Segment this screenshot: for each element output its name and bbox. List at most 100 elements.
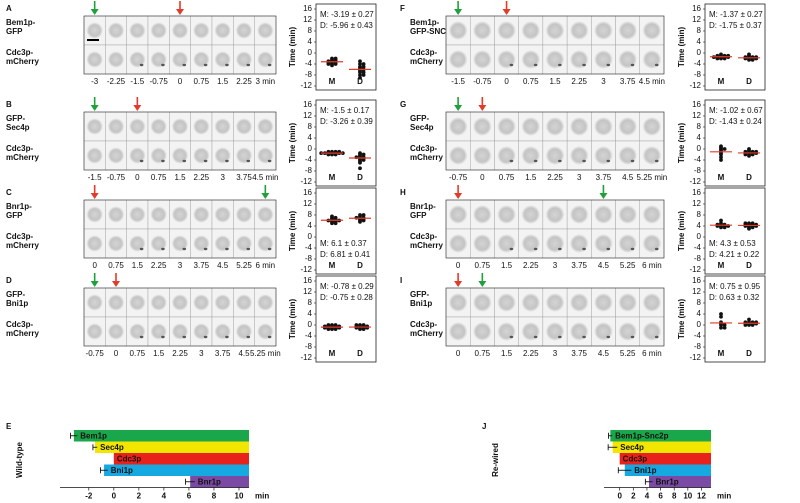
y-tick-label: -8 xyxy=(694,254,702,263)
cell xyxy=(497,205,516,224)
septin-signal xyxy=(182,247,187,251)
cell xyxy=(618,21,637,40)
data-point xyxy=(750,152,755,157)
y-tick-label: 0 xyxy=(697,232,702,241)
plot-frame xyxy=(704,3,766,91)
time-label: 3.75 xyxy=(215,349,231,358)
cell xyxy=(150,294,167,311)
cell xyxy=(473,234,492,253)
septin-signal xyxy=(161,335,165,339)
stats-label: M: -3.19 ± 0.27 xyxy=(320,10,374,19)
y-tick-label: 12 xyxy=(692,199,701,208)
stats-label: D: -3.26 ± 0.39 xyxy=(320,117,373,126)
data-point xyxy=(333,62,338,66)
time-label: 3 xyxy=(553,349,558,358)
x-tick-label: 2 xyxy=(137,492,142,501)
data-point xyxy=(358,75,362,80)
data-point xyxy=(743,56,748,61)
time-label: 3.75 xyxy=(596,173,612,182)
y-tick-label: -8 xyxy=(694,166,702,175)
stats-label: D: 0.63 ± 0.32 xyxy=(709,293,760,302)
cell xyxy=(618,117,637,136)
cell xyxy=(86,118,103,135)
bar-label: Bni1p xyxy=(111,466,133,475)
septin-signal xyxy=(630,63,635,67)
y-axis-label: Wild-type xyxy=(15,441,24,477)
y-axis-label: Time (min) xyxy=(288,123,297,164)
cell xyxy=(171,235,189,252)
y-tick-label: -12 xyxy=(689,81,701,90)
cell xyxy=(150,147,167,164)
x-category-label: D xyxy=(746,349,752,358)
channel-label: Cdc3p- xyxy=(410,320,437,329)
x-category-label: D xyxy=(357,261,363,270)
y-tick-label: 16 xyxy=(692,276,701,285)
time-label: 4.5 xyxy=(598,349,610,358)
time-label: 5.25 xyxy=(620,349,636,358)
cell xyxy=(129,118,146,135)
cell xyxy=(521,205,540,224)
cell xyxy=(642,205,662,224)
time-label: 2.25 xyxy=(547,173,563,182)
stats-label: M: 4.3 ± 0.53 xyxy=(709,239,756,248)
cell xyxy=(642,293,662,312)
plot-frame xyxy=(704,275,766,363)
cell xyxy=(107,147,125,164)
cell xyxy=(497,234,516,253)
bar xyxy=(619,453,711,465)
y-tick-label: -8 xyxy=(305,254,313,263)
time-label: -1.5 xyxy=(451,77,465,86)
time-label: 0 xyxy=(114,349,119,358)
y-tick-label: 0 xyxy=(308,320,313,329)
data-point xyxy=(719,325,723,330)
data-point xyxy=(722,325,727,330)
septin-signal xyxy=(654,63,659,67)
cell xyxy=(570,322,589,341)
channel-label: mCherry xyxy=(6,57,39,66)
septin-signal xyxy=(630,159,635,163)
data-point xyxy=(358,327,362,332)
cell xyxy=(235,51,253,68)
arrow-head xyxy=(478,281,487,287)
septin-signal xyxy=(161,63,165,67)
cell xyxy=(171,147,189,164)
cell xyxy=(86,235,103,252)
data-point xyxy=(333,56,338,61)
septin-signal xyxy=(225,63,229,67)
y-tick-label: 0 xyxy=(697,48,702,57)
cell xyxy=(497,117,516,136)
stats-label: D: -0.75 ± 0.28 xyxy=(320,293,373,302)
data-point xyxy=(719,155,723,160)
septin-signal xyxy=(161,247,165,251)
y-tick-label: 0 xyxy=(308,144,313,153)
time-label: 6 min xyxy=(642,261,662,270)
y-tick-label: -4 xyxy=(305,331,313,340)
y-tick-label: 8 xyxy=(308,122,313,131)
bar-label: Bem1p xyxy=(80,431,107,440)
x-axis-label: min xyxy=(717,492,731,501)
channel-label: mCherry xyxy=(410,153,443,162)
panel-letter: B xyxy=(6,100,12,109)
data-point xyxy=(719,314,723,319)
y-tick-label: -4 xyxy=(694,59,702,68)
septin-signal xyxy=(203,63,208,67)
cell xyxy=(129,147,146,164)
time-label: 4.5 min xyxy=(252,173,278,182)
channel-label: mCherry xyxy=(6,241,39,250)
y-tick-label: -4 xyxy=(694,331,702,340)
stats-label: D: -1.43 ± 0.24 xyxy=(709,117,762,126)
y-tick-label: -8 xyxy=(694,70,702,79)
cell xyxy=(257,51,274,68)
time-label: -1.5 xyxy=(130,77,144,86)
time-label: 0.75 xyxy=(475,261,491,270)
time-label: 4.5 min xyxy=(639,77,665,86)
time-label: 3 xyxy=(199,349,204,358)
plot-frame xyxy=(315,187,377,275)
y-tick-label: 8 xyxy=(697,298,702,307)
bar xyxy=(73,430,250,442)
time-label: -0.75 xyxy=(150,77,169,86)
data-point xyxy=(361,152,366,157)
data-point xyxy=(354,155,359,160)
cell xyxy=(448,293,468,312)
